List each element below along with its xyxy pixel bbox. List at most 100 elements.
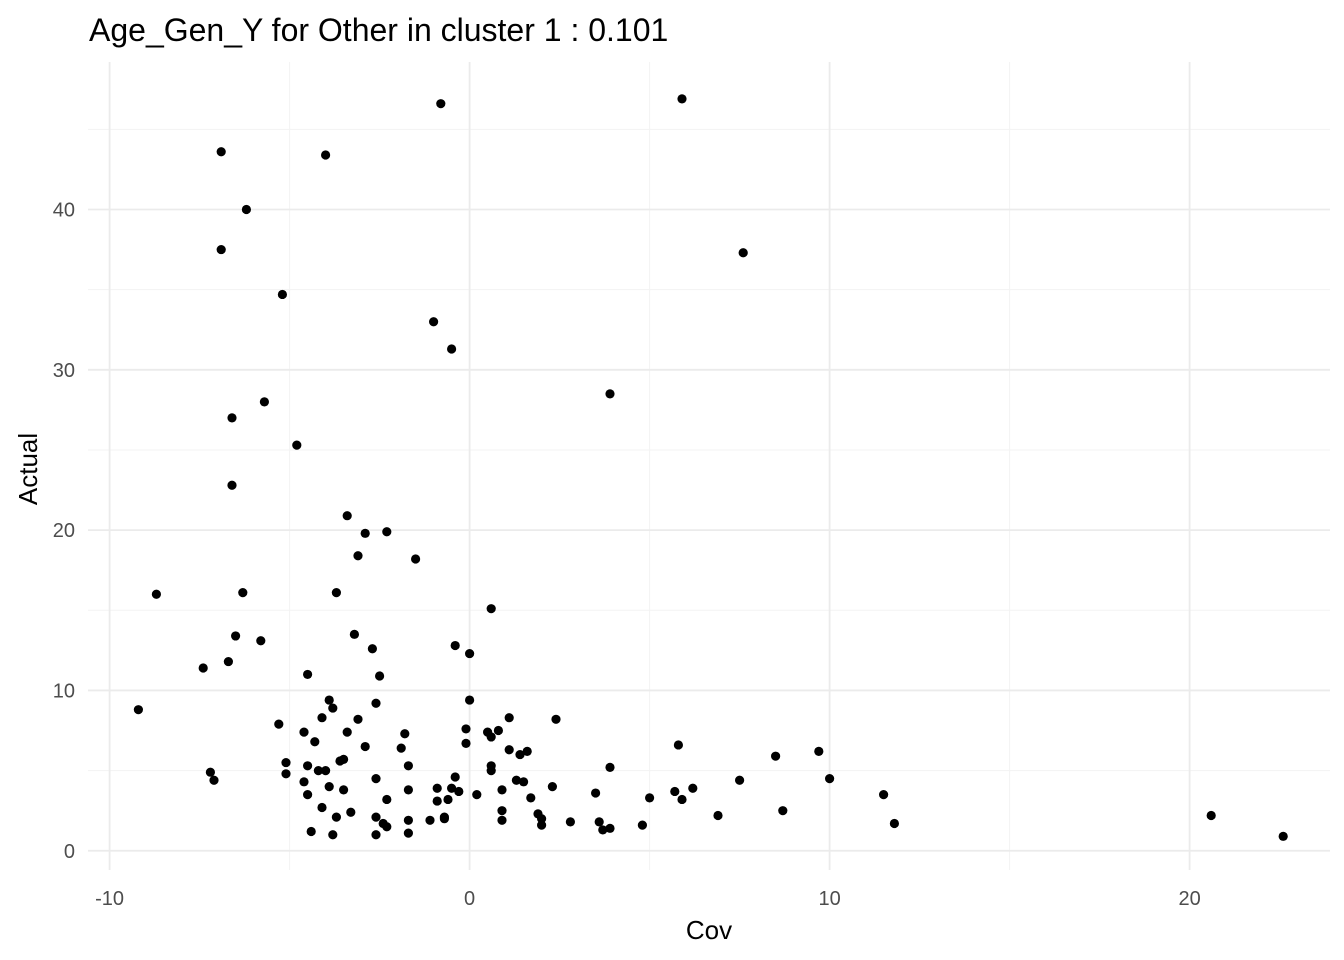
x-tick-label: -10 — [95, 888, 124, 910]
data-point — [238, 588, 248, 598]
y-tick-label: 20 — [53, 520, 75, 542]
data-point — [403, 828, 413, 838]
data-point — [342, 511, 352, 521]
data-point — [511, 775, 521, 785]
y-axis-ticks: 0 10 20 30 40 — [53, 199, 75, 862]
data-point — [396, 743, 406, 753]
data-point — [526, 793, 536, 803]
data-point — [450, 772, 460, 782]
data-point — [281, 757, 291, 768]
data-point — [432, 796, 442, 806]
data-point — [198, 663, 208, 673]
data-point — [537, 814, 547, 824]
data-point — [331, 812, 341, 822]
data-point — [879, 790, 889, 800]
data-point — [436, 99, 446, 109]
data-point — [259, 397, 269, 407]
data-point — [515, 749, 525, 760]
data-point — [1206, 810, 1216, 821]
data-point — [454, 786, 464, 797]
data-point — [551, 714, 561, 724]
data-point — [223, 656, 233, 667]
data-point — [360, 528, 370, 538]
data-point — [371, 698, 381, 708]
data-point — [371, 830, 381, 840]
data-point — [403, 815, 413, 825]
data-point — [256, 636, 266, 646]
data-point — [673, 740, 684, 750]
data-point — [493, 725, 503, 736]
data-point — [346, 807, 356, 817]
data-point — [342, 727, 352, 737]
data-point — [425, 815, 435, 825]
data-points — [133, 94, 1288, 841]
data-point — [281, 769, 291, 779]
data-point — [432, 783, 442, 793]
data-point — [637, 820, 648, 830]
data-point — [486, 766, 496, 776]
y-tick-label: 30 — [53, 360, 75, 382]
x-tick-label: 10 — [818, 888, 840, 910]
data-point — [461, 724, 471, 734]
data-point — [303, 790, 313, 800]
x-tick-label: 20 — [1178, 888, 1200, 910]
data-point — [216, 147, 226, 157]
data-point — [360, 741, 370, 752]
data-point — [403, 785, 413, 795]
major-gridlines — [88, 62, 1330, 870]
data-point — [375, 671, 385, 681]
data-point — [133, 705, 143, 715]
data-point — [292, 440, 302, 450]
data-point — [151, 589, 161, 599]
data-point — [349, 629, 359, 639]
data-point — [447, 783, 457, 793]
data-point — [645, 793, 655, 803]
data-point — [591, 788, 601, 798]
y-axis-label: Actual — [13, 433, 43, 505]
data-point — [497, 785, 507, 795]
data-point — [367, 644, 377, 654]
data-point — [277, 289, 287, 300]
data-point — [713, 810, 723, 821]
data-point — [328, 830, 338, 840]
data-point — [814, 746, 824, 756]
data-point — [497, 815, 507, 825]
data-point — [439, 812, 449, 822]
data-point — [306, 826, 316, 837]
data-point — [889, 818, 900, 829]
data-point — [299, 777, 309, 787]
data-point — [403, 761, 413, 771]
data-point — [472, 790, 482, 800]
data-point — [677, 794, 687, 805]
data-point — [594, 817, 604, 827]
data-point — [771, 751, 781, 761]
data-point — [299, 727, 309, 737]
data-point — [324, 695, 334, 705]
data-point — [738, 248, 748, 258]
data-point — [465, 695, 475, 705]
data-point — [328, 703, 338, 713]
data-point — [241, 204, 251, 215]
data-point — [231, 631, 241, 641]
data-point — [227, 480, 237, 490]
data-point — [216, 244, 226, 255]
data-point — [677, 94, 687, 104]
data-point — [778, 806, 788, 816]
data-point — [522, 746, 532, 756]
data-point — [205, 767, 215, 777]
chart-title: Age_Gen_Y for Other in cluster 1 : 0.101 — [89, 12, 668, 48]
data-point — [605, 762, 615, 772]
minor-gridlines — [88, 62, 1330, 870]
data-point — [547, 782, 558, 792]
data-point — [382, 527, 392, 537]
data-point — [519, 777, 529, 787]
x-axis-label: Cov — [686, 915, 732, 945]
data-point — [486, 732, 496, 742]
data-point — [688, 783, 698, 793]
data-point — [450, 640, 460, 651]
data-point — [321, 766, 331, 776]
data-point — [303, 669, 313, 680]
y-tick-label: 0 — [64, 841, 75, 863]
data-point — [339, 754, 349, 764]
data-point — [504, 745, 514, 755]
